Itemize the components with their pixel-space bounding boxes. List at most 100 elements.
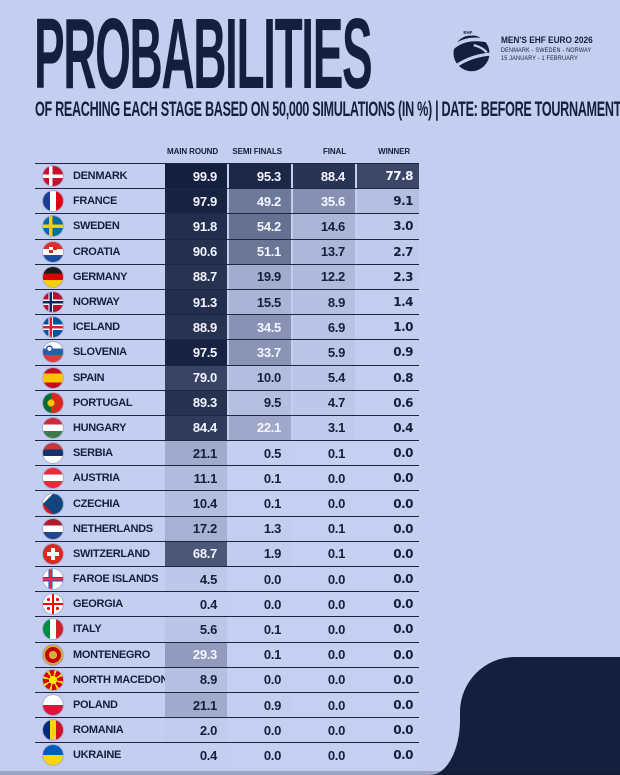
table-body: DENMARK 99.9 95.3 88.4 77.8 FRANCE 97.9 49.2… bbox=[35, 163, 419, 768]
prob-cell: 0.1 bbox=[229, 466, 291, 491]
table-row: CROATIA 90.6 51.1 13.7 2.7 bbox=[35, 238, 419, 264]
prob-cell: 95.3 bbox=[229, 164, 291, 189]
flag-cell bbox=[35, 743, 71, 767]
column-header: MAIN ROUND bbox=[167, 146, 218, 156]
flag-icon-at bbox=[43, 468, 63, 489]
flag-icon-ua bbox=[43, 745, 63, 766]
prob-cell: 0.0 bbox=[229, 667, 291, 692]
table-row: UKRAINE 0.4 0.0 0.0 0.0 bbox=[35, 742, 419, 768]
flag-cell bbox=[35, 441, 71, 465]
table-row: FRANCE 97.9 49.2 35.6 9.1 bbox=[35, 188, 419, 214]
table-row: FAROE ISLANDS 4.5 0.0 0.0 0.0 bbox=[35, 566, 419, 592]
flag-icon-ch bbox=[43, 543, 63, 564]
flag-icon-ge bbox=[43, 594, 63, 615]
country-name: HUNGARY bbox=[73, 421, 127, 434]
prob-cell: 0.0 bbox=[357, 541, 419, 566]
flag-cell bbox=[35, 189, 71, 213]
prob-cell: 0.8 bbox=[357, 365, 419, 390]
prob-cell: 0.0 bbox=[293, 642, 355, 667]
prob-cell: 21.1 bbox=[165, 692, 227, 718]
column-header: WINNER bbox=[378, 146, 410, 156]
prob-cell: 0.0 bbox=[357, 516, 419, 541]
table-row: CZECHIA 10.4 0.1 0.0 0.0 bbox=[35, 490, 419, 516]
flag-cell bbox=[35, 517, 71, 541]
probability-table: MAIN ROUND SEMI FINALS FINAL WINNER DENMARK… bbox=[35, 139, 419, 768]
prob-cell: 1.0 bbox=[357, 315, 419, 340]
flag-icon-fo bbox=[43, 569, 63, 590]
page-subtitle-text: OF REACHING EACH STAGE BASED ON 50,000 S… bbox=[35, 98, 620, 121]
country-name: SERBIA bbox=[73, 447, 113, 460]
bottom-edge-shade bbox=[0, 771, 620, 775]
prob-cell: 0.4 bbox=[165, 592, 227, 617]
flag-icon-ro bbox=[43, 720, 63, 741]
country-name: MONTENEGRO bbox=[73, 648, 151, 661]
country-name: GERMANY bbox=[73, 270, 128, 283]
prob-cell: 14.6 bbox=[293, 214, 355, 239]
prob-cell: 17.2 bbox=[165, 516, 227, 541]
page-title: PROBABILITIES bbox=[34, 2, 620, 106]
country-name: AUSTRIA bbox=[73, 472, 120, 485]
table-row: SWITZERLAND 68.7 1.9 0.1 0.0 bbox=[35, 540, 419, 566]
corner-decoration-flare bbox=[430, 720, 460, 775]
table-row: PORTUGAL 89.3 9.5 4.7 0.6 bbox=[35, 389, 419, 415]
flag-cell bbox=[35, 643, 71, 667]
flag-cell bbox=[35, 391, 71, 415]
prob-cell: 51.1 bbox=[229, 239, 291, 264]
prob-cell: 5.6 bbox=[165, 617, 227, 642]
prob-cell: 0.5 bbox=[229, 441, 291, 466]
country-name: FAROE ISLANDS bbox=[73, 573, 159, 586]
flag-cell bbox=[35, 214, 71, 238]
flag-icon-si bbox=[43, 342, 63, 363]
flag-cell bbox=[35, 466, 71, 490]
prob-cell: 10.4 bbox=[165, 491, 227, 516]
prob-cell: 35.6 bbox=[293, 189, 355, 214]
table-row: NETHERLANDS 17.2 1.3 0.1 0.0 bbox=[35, 515, 419, 541]
flag-icon-fr bbox=[43, 191, 63, 212]
table-row: NORWAY 91.3 15.5 8.9 1.4 bbox=[35, 288, 419, 315]
prob-cell: 10.0 bbox=[229, 365, 291, 390]
prob-cell: 97.9 bbox=[165, 189, 227, 214]
flag-cell bbox=[35, 542, 71, 566]
prob-cell: 0.0 bbox=[293, 667, 355, 692]
flag-icon-mk bbox=[43, 669, 63, 690]
country-name: ITALY bbox=[73, 623, 102, 636]
prob-cell: 0.0 bbox=[229, 567, 291, 592]
table-row: SPAIN 79.0 10.0 5.4 0.8 bbox=[35, 364, 419, 390]
prob-cell: 91.8 bbox=[165, 214, 227, 239]
prob-cell: 0.1 bbox=[229, 642, 291, 667]
table-row: NORTH MACEDONIA 8.9 0.0 0.0 0.0 bbox=[35, 666, 419, 692]
prob-cell: 4.7 bbox=[293, 390, 355, 415]
country-name: GEORGIA bbox=[73, 598, 123, 611]
flag-icon-de bbox=[43, 266, 63, 287]
prob-cell: 11.1 bbox=[165, 466, 227, 491]
prob-cell: 13.7 bbox=[293, 239, 355, 264]
prob-cell: 0.0 bbox=[357, 592, 419, 617]
flag-icon-is bbox=[43, 317, 63, 338]
prob-cell: 88.7 bbox=[165, 264, 227, 289]
prob-cell: 2.0 bbox=[165, 718, 227, 743]
page-title-text: PROBABILITIES bbox=[34, 0, 373, 110]
prob-cell: 0.0 bbox=[293, 743, 355, 768]
table-row: DENMARK 99.9 95.3 88.4 77.8 bbox=[35, 163, 419, 189]
flag-icon-pl bbox=[43, 695, 63, 716]
prob-cell: 49.2 bbox=[229, 189, 291, 214]
prob-cell: 8.9 bbox=[293, 289, 355, 315]
country-name: POLAND bbox=[73, 699, 118, 712]
table-header-row: MAIN ROUND SEMI FINALS FINAL WINNER bbox=[35, 139, 419, 163]
prob-cell: 0.0 bbox=[293, 692, 355, 718]
prob-cell: 0.0 bbox=[293, 567, 355, 592]
prob-cell: 0.1 bbox=[293, 541, 355, 566]
flag-icon-it bbox=[43, 619, 63, 640]
prob-cell: 0.0 bbox=[357, 491, 419, 516]
prob-cell: 0.0 bbox=[357, 466, 419, 491]
prob-cell: 0.9 bbox=[229, 692, 291, 718]
prob-cell: 0.0 bbox=[357, 642, 419, 667]
prob-cell: 0.0 bbox=[357, 743, 419, 768]
country-name: UKRAINE bbox=[73, 749, 122, 762]
flag-icon-rs bbox=[43, 443, 63, 464]
table-row: GEORGIA 0.4 0.0 0.0 0.0 bbox=[35, 591, 419, 617]
prob-cell: 0.9 bbox=[357, 340, 419, 365]
brand-text: MEN'S EHF EURO 2026 DENMARK - SWEDEN - N… bbox=[501, 35, 593, 62]
prob-cell: 0.1 bbox=[229, 491, 291, 516]
